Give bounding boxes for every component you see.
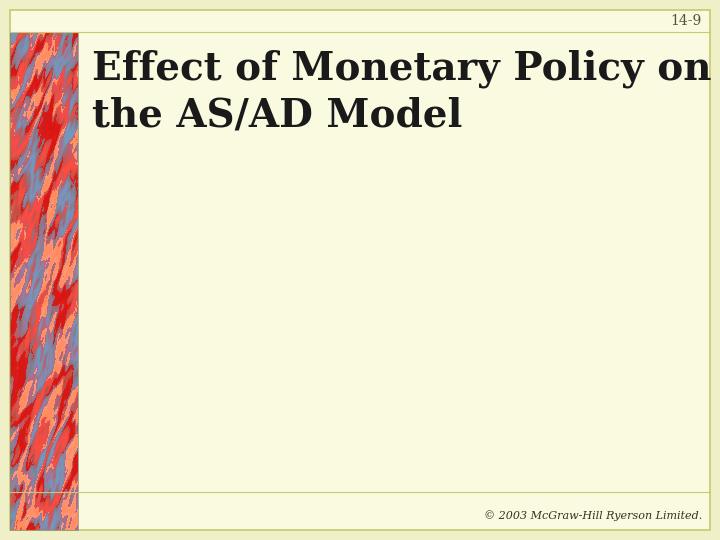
Bar: [10, 32, 78, 530]
Text: Effect of Monetary Policy on
the AS/AD Model: Effect of Monetary Policy on the AS/AD M…: [92, 50, 711, 134]
Text: 14-9: 14-9: [671, 14, 702, 28]
Text: © 2003 McGraw-Hill Ryerson Limited.: © 2003 McGraw-Hill Ryerson Limited.: [484, 510, 702, 521]
